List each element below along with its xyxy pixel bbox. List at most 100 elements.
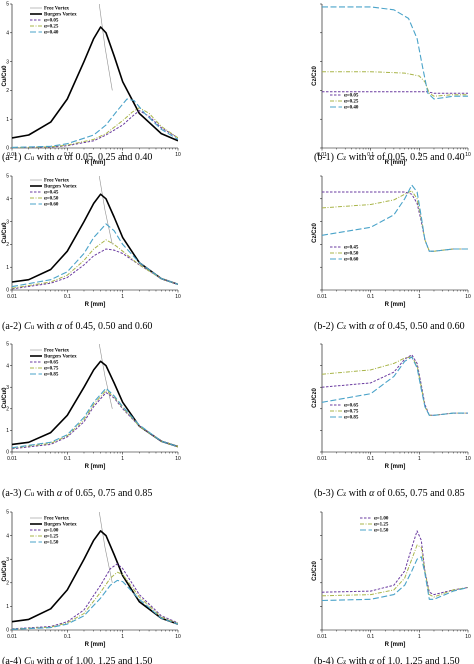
caption-part: (a-2) [2, 321, 24, 332]
x-tick-label: 0.01 [317, 294, 327, 300]
caption-part: of 0.05, 0.25 and 0.40 [62, 152, 152, 163]
x-tick-label: 0.01 [317, 634, 327, 640]
x-axis-label: R [mm] [85, 464, 106, 470]
legend-entry: Burgers Vortex [44, 13, 77, 18]
caption-part: C [337, 152, 344, 163]
y-tick-label: 5 [6, 2, 9, 8]
legend-entry: α=0.50 [344, 252, 359, 257]
caption-part: with [346, 152, 369, 163]
caption-part: of 1.0, 1.25 and 1.50 [374, 656, 459, 664]
chart-caption: (b-4) Cz with α of 1.0, 1.25 and 1.50 [314, 656, 460, 664]
legend-entry: α=0.05 [44, 19, 59, 24]
chart-caption: (a-2) Cu with α of 0.45, 0.50 and 0.60 [2, 321, 152, 332]
series-line [12, 579, 178, 630]
legend-entry: Free Vortex [44, 7, 70, 12]
x-axis-label: R [mm] [385, 302, 406, 308]
caption-part: (a-1) [2, 152, 24, 163]
x-tick-label: 0.1 [64, 456, 71, 462]
y-tick-label: 1 [6, 117, 9, 123]
caption-part: with [346, 656, 369, 664]
panel-b2: 0.01 0.1 1 10 R [mm] Cz/Cz0 α=0.45α=0.50α=0.60… [312, 175, 471, 332]
series-line [322, 354, 468, 416]
y-tick-label: 3 [6, 385, 9, 391]
caption-part: of 1.00, 1.25 and 1.50 [62, 656, 152, 664]
panel-a4: 0.01 0.1 1 10 0 1 2 3 4 5 R [mm] Cu/Cu0 Free VortexB… [2, 510, 181, 664]
legend-entry: α=1.25 [44, 535, 59, 540]
legend-entry: α=0.45 [344, 246, 359, 251]
series-line [12, 239, 178, 289]
chart-caption: (a-4) Cu with α of 1.00, 1.25 and 1.50 [2, 656, 152, 664]
legend-entry: α=0.65 [44, 361, 59, 366]
caption-part: α [57, 656, 63, 664]
legend-entry: α=0.65 [344, 404, 359, 409]
x-tick-label: 1 [121, 294, 124, 300]
panel-b3: 0.01 0.1 1 10 R [mm] Cz/Cz0 α=0.65α=0.75α=0.85… [312, 343, 471, 499]
caption-part: α [57, 488, 63, 499]
legend-entry: α=0.25 [44, 25, 59, 30]
caption-part: (b-3) [314, 488, 337, 499]
x-tick-label: 1 [418, 294, 421, 300]
caption-part: (b-1) [314, 152, 337, 163]
y-tick-label: 2 [6, 88, 9, 94]
x-tick-label: 0.01 [7, 152, 17, 158]
y-tick-label: 2 [6, 407, 9, 413]
caption-part: α [369, 321, 375, 332]
x-tick-label: 0.1 [367, 634, 374, 640]
legend-entry: Free Vortex [44, 179, 70, 184]
series-line [322, 544, 468, 598]
series-line [98, 176, 113, 245]
legend-entry: Free Vortex [44, 517, 70, 522]
y-axis-label: Cz/Cz0 [312, 223, 318, 243]
caption-part: α [369, 488, 375, 499]
y-tick-label: 0 [6, 450, 9, 456]
panel-a1: 0.01 0.1 1 10 0 1 2 3 4 5 R [mm] Cu/Cu0 Free VortexB… [2, 2, 181, 166]
series-line [12, 98, 178, 148]
caption-part: u [31, 658, 35, 664]
caption-part: α [369, 152, 375, 163]
caption-part: C [337, 488, 344, 499]
panel-a3: 0.01 0.1 1 10 0 1 2 3 4 5 R [mm] Cu/Cu0 Free VortexB… [2, 342, 181, 499]
series-line [12, 107, 178, 148]
caption-part: z [343, 490, 346, 498]
series-line [98, 512, 113, 583]
series-line [12, 387, 178, 449]
x-tick-label: 0.1 [367, 456, 374, 462]
legend-entry: α=0.60 [44, 203, 59, 208]
series-line [12, 389, 178, 449]
caption-part: z [343, 154, 346, 162]
y-axis-label: Cu/Cu0 [2, 65, 8, 87]
x-tick-label: 10 [465, 634, 471, 640]
caption-part: (a-4) [2, 656, 24, 664]
x-tick-label: 0.1 [367, 152, 374, 158]
series-line [12, 248, 178, 290]
series-line [322, 6, 468, 100]
legend-entry: α=0.60 [344, 258, 359, 263]
x-axis-label: R [mm] [385, 464, 406, 470]
caption-part: with [346, 321, 369, 332]
legend-entry: α=1.00 [44, 529, 59, 534]
caption-part: with [34, 656, 57, 664]
caption-part: of 0.45, 0.50 and 0.60 [62, 321, 152, 332]
caption-part: α [369, 656, 375, 664]
caption-part: with [34, 321, 57, 332]
x-tick-label: 0.01 [317, 152, 327, 158]
caption-part: of 0.45, 0.50 and 0.60 [374, 321, 464, 332]
caption-part: α [57, 321, 63, 332]
series-line [12, 223, 178, 288]
y-tick-label: 5 [6, 510, 9, 516]
y-tick-label: 1 [6, 428, 9, 434]
y-tick-label: 0 [6, 288, 9, 294]
series-line [12, 26, 178, 142]
legend-entry: α=0.45 [44, 191, 59, 196]
caption-part: C [337, 321, 344, 332]
x-tick-label: 0.1 [367, 294, 374, 300]
caption-part: of 0.05, 0.25 and 0.40 [374, 152, 464, 163]
y-axis-label: Cu/Cu0 [2, 387, 8, 409]
series-line [322, 556, 468, 602]
caption-part: (b-2) [314, 321, 337, 332]
legend-entry: Burgers Vortex [44, 355, 77, 360]
legend-entry: α=0.75 [44, 367, 59, 372]
x-tick-label: 10 [175, 634, 181, 640]
caption-part: with [34, 152, 57, 163]
